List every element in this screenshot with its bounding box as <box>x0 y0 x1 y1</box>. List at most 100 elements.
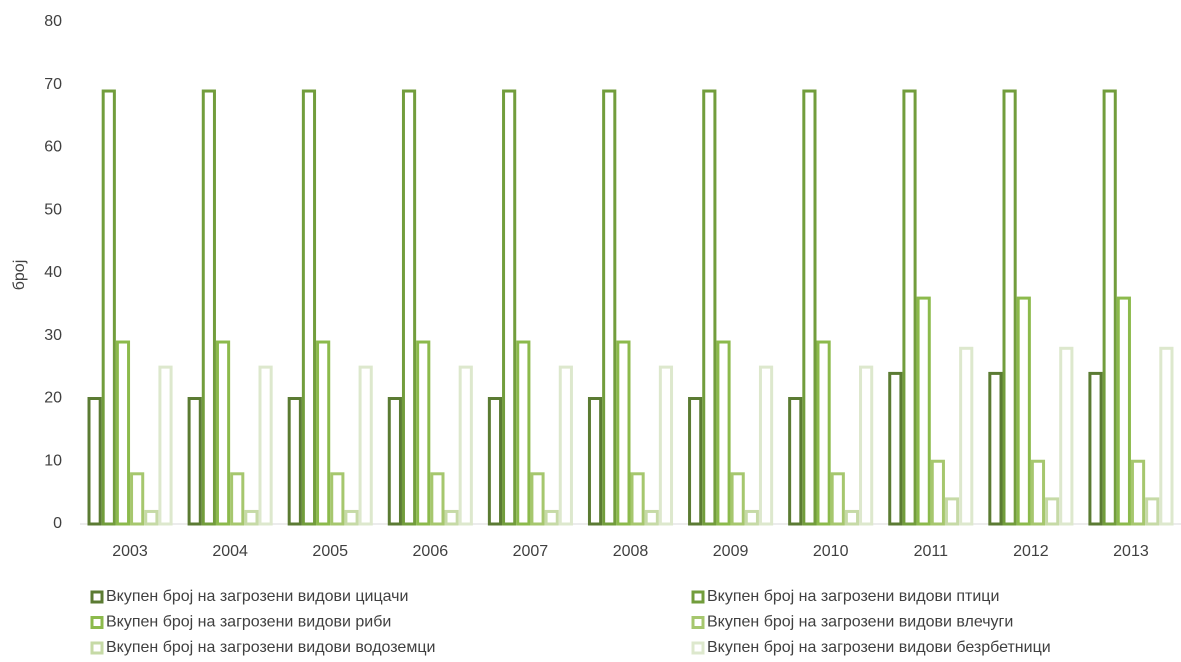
bar <box>802 89 817 526</box>
bar <box>201 89 216 526</box>
bar <box>1116 296 1131 526</box>
legend-label: Вкупен број на загрозени видови риби <box>106 614 391 631</box>
bar <box>959 346 974 526</box>
bar <box>830 472 845 526</box>
bar <box>644 509 659 526</box>
bar <box>1130 459 1146 526</box>
legend-swatch <box>691 590 705 604</box>
bar <box>930 459 945 526</box>
bar <box>1030 459 1046 526</box>
bar <box>702 89 717 526</box>
bar <box>316 340 331 526</box>
bar <box>688 397 703 526</box>
legend-label: Вкупен број на загрозени видови водоземц… <box>106 639 435 656</box>
y-tick-label: 70 <box>44 76 62 93</box>
bar <box>630 472 645 526</box>
legend-label: Вкупен број на загрозени видови безрбетн… <box>707 639 1051 656</box>
bar <box>558 365 573 526</box>
bar <box>158 365 173 526</box>
bar <box>401 89 417 526</box>
bar <box>1016 296 1031 526</box>
legend-label: Вкупен број на загрозени видови цицачи <box>106 588 408 605</box>
legend-swatch <box>691 641 705 655</box>
bar <box>430 472 445 526</box>
bar <box>859 365 874 526</box>
bar <box>844 509 860 526</box>
bar <box>130 472 145 526</box>
y-tick-label: 60 <box>44 139 62 156</box>
bar <box>758 365 774 526</box>
bar <box>616 340 631 526</box>
bar <box>1102 89 1117 526</box>
x-tick-label: 2006 <box>413 543 449 560</box>
x-tick-label: 2011 <box>914 543 949 560</box>
bar <box>530 472 545 526</box>
legend-swatch <box>90 616 104 629</box>
bar <box>287 397 302 526</box>
bar <box>87 397 102 526</box>
bar <box>516 340 531 526</box>
y-tick-label: 0 <box>53 515 62 532</box>
y-tick-label: 30 <box>44 327 62 344</box>
bar <box>387 397 402 526</box>
bar <box>144 509 159 526</box>
bar <box>444 509 459 526</box>
bar <box>187 397 202 526</box>
bar <box>487 397 503 526</box>
x-tick-label: 2009 <box>713 543 749 560</box>
bar <box>587 397 603 526</box>
bar <box>1002 89 1017 526</box>
x-tick-label: 2013 <box>1113 543 1149 560</box>
x-tick-label: 2012 <box>1013 543 1049 560</box>
bar <box>244 509 259 526</box>
bar <box>944 497 960 526</box>
x-tick-label: 2007 <box>513 543 549 560</box>
bar <box>416 340 431 526</box>
bar <box>101 89 116 526</box>
x-tick-label: 2008 <box>613 543 649 560</box>
x-tick-label: 2005 <box>312 543 348 560</box>
bar <box>658 365 674 526</box>
legend-label: Вкупен број на загрозени видови птици <box>707 588 999 605</box>
bar <box>301 89 317 526</box>
bar <box>1145 497 1160 526</box>
bar <box>716 340 731 526</box>
bar <box>816 340 831 526</box>
bar <box>502 89 517 526</box>
bar <box>358 365 373 526</box>
bar <box>230 472 245 526</box>
bar <box>544 509 559 526</box>
y-tick-label: 80 <box>44 13 62 30</box>
y-tick-label: 20 <box>44 390 62 407</box>
bar <box>902 89 917 526</box>
bar <box>888 371 903 526</box>
bar <box>788 397 803 526</box>
x-tick-label: 2004 <box>212 543 248 560</box>
bar <box>115 340 131 526</box>
bar <box>344 509 359 526</box>
bar <box>602 89 617 526</box>
y-tick-label: 50 <box>44 201 62 218</box>
legend-label: Вкупен број на загрозени видови влечуги <box>707 614 1013 631</box>
bar <box>258 365 273 526</box>
y-tick-label: 10 <box>44 452 62 469</box>
x-tick-label: 2003 <box>112 543 148 560</box>
y-tick-label: 40 <box>44 264 62 281</box>
bar <box>730 472 745 526</box>
bar <box>330 472 345 526</box>
legend-swatch <box>90 590 104 604</box>
bar <box>916 296 931 526</box>
bar <box>215 340 231 526</box>
legend-swatch <box>691 616 705 629</box>
bar <box>1059 346 1074 526</box>
x-tick-label: 2010 <box>813 543 849 560</box>
y-axis-title: број <box>11 260 28 291</box>
bar <box>1088 371 1103 526</box>
bar <box>458 365 473 526</box>
legend-swatch <box>90 641 104 655</box>
bar <box>988 371 1003 526</box>
bar <box>744 509 759 526</box>
bar <box>1045 497 1060 526</box>
bar <box>1159 346 1174 526</box>
